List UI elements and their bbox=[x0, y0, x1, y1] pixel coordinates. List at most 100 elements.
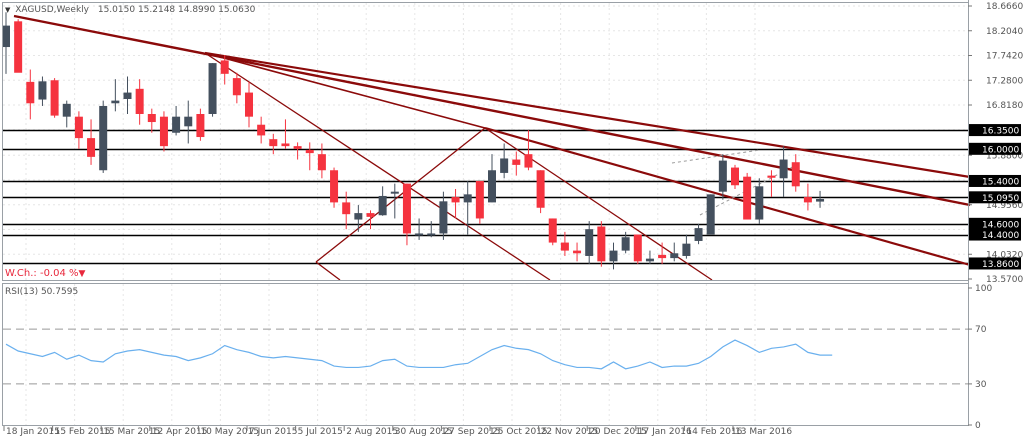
bull-candle bbox=[99, 105, 108, 171]
time-tick-label: 18 Jan 2015 bbox=[6, 427, 60, 437]
bear-candle bbox=[330, 170, 339, 203]
bear-candle bbox=[512, 159, 521, 165]
bull-candle bbox=[2, 25, 10, 48]
time-tick-label: 15 Feb 2015 bbox=[55, 427, 111, 437]
bear-candle bbox=[548, 218, 557, 243]
bull-candle bbox=[670, 253, 679, 259]
level-tag bbox=[969, 217, 1021, 230]
bull-candle bbox=[682, 243, 691, 256]
price-tick-label: 14.0320 bbox=[986, 250, 1023, 260]
price-tick-label: 16.8180 bbox=[986, 101, 1023, 111]
level-tag-label: 14.6000 bbox=[982, 220, 1019, 230]
bear-candle bbox=[767, 175, 776, 178]
bull-candle bbox=[694, 228, 703, 241]
dropdown-triangle-icon[interactable]: ▼ bbox=[5, 6, 11, 14]
time-tick-label: 12 Apr 2015 bbox=[152, 427, 208, 437]
bull-candle bbox=[488, 170, 496, 203]
bull-candle bbox=[62, 103, 71, 117]
price-tick-label: 18.2040 bbox=[986, 27, 1023, 37]
bear-candle bbox=[232, 78, 241, 96]
grid-lines bbox=[3, 3, 968, 425]
bear-candle bbox=[293, 146, 302, 149]
rsi-line bbox=[5, 339, 833, 370]
time-tick-label: 22 Nov 2015 bbox=[541, 427, 599, 437]
price-tick-label: 17.7420 bbox=[986, 52, 1023, 62]
dashed-channel-line bbox=[671, 149, 761, 164]
level-tag bbox=[969, 257, 1021, 270]
level-tag bbox=[969, 124, 1021, 137]
bear-candle bbox=[74, 116, 83, 139]
bear-candle bbox=[50, 80, 59, 116]
trendline bbox=[204, 51, 971, 179]
bear-candle bbox=[220, 60, 229, 74]
trendline bbox=[13, 14, 971, 207]
time-tick-label: 20 Dec 2015 bbox=[589, 427, 647, 437]
bull-candle bbox=[208, 63, 217, 114]
bull-candle bbox=[415, 233, 424, 236]
level-tag-label: 16.3500 bbox=[982, 127, 1019, 137]
trendline bbox=[204, 52, 486, 129]
bear-candle bbox=[147, 114, 156, 123]
bull-candle bbox=[816, 199, 825, 202]
bear-candle bbox=[573, 250, 582, 254]
bear-candle bbox=[245, 92, 253, 117]
level-tag bbox=[969, 191, 1021, 204]
price-tick-label: 14.9560 bbox=[986, 201, 1023, 211]
bear-candle bbox=[658, 254, 667, 259]
price-tick-label: 17.2800 bbox=[986, 76, 1023, 86]
level-tag bbox=[969, 142, 1021, 155]
time-tick-label: 25 Oct 2015 bbox=[492, 427, 548, 437]
bull-candle bbox=[718, 160, 727, 192]
bull-candle bbox=[38, 81, 47, 100]
bear-candle bbox=[451, 197, 460, 203]
bear-candle bbox=[14, 21, 23, 73]
rsi-tick-label: 0 bbox=[975, 421, 981, 431]
time-tick-label: 30 Aug 2015 bbox=[395, 427, 453, 437]
price-axis: 18.6660 18.2040 17.7420 17.2800 16.8180 15.88… bbox=[968, 0, 1023, 426]
time-tick-label: 15 Mar 2015 bbox=[103, 427, 160, 437]
time-tick-label: 10 May 2015 bbox=[200, 427, 259, 437]
bull-candle bbox=[463, 194, 472, 203]
bull-candle bbox=[172, 116, 181, 133]
bear-candle bbox=[281, 143, 290, 147]
bear-candle bbox=[87, 138, 96, 157]
bull-candle bbox=[500, 158, 509, 173]
bull-candle bbox=[706, 194, 715, 235]
price-tick-label: 15.8800 bbox=[986, 151, 1023, 161]
price-tick-label: 18.6660 bbox=[986, 2, 1023, 12]
symbol-label: XAGUSD,Weekly bbox=[15, 5, 89, 15]
bull-candle bbox=[427, 233, 436, 236]
bull-candle bbox=[390, 191, 399, 194]
bull-candle bbox=[439, 201, 448, 234]
bear-candle bbox=[135, 88, 144, 114]
bull-candle bbox=[621, 237, 630, 251]
level-tag-label: 14.4000 bbox=[982, 231, 1019, 241]
bull-candle bbox=[184, 116, 193, 127]
bear-candle bbox=[633, 234, 642, 262]
trendlines bbox=[13, 14, 971, 281]
level-tag bbox=[969, 174, 1021, 187]
time-tick-label: 14 Feb 2016 bbox=[686, 427, 742, 437]
bear-candle bbox=[317, 154, 326, 171]
bear-candle bbox=[26, 81, 35, 104]
price-tick-label: 13.5700 bbox=[986, 275, 1023, 285]
rsi-tick-label: 70 bbox=[975, 325, 987, 335]
bull-candle bbox=[354, 213, 363, 220]
bear-candle bbox=[269, 139, 278, 147]
time-tick-label: 7 Jun 2015 bbox=[249, 427, 297, 437]
candlesticks bbox=[2, 12, 825, 270]
bull-candle bbox=[609, 250, 618, 262]
bear-candle bbox=[524, 154, 533, 168]
bull-candle bbox=[755, 186, 764, 220]
bear-candle bbox=[743, 176, 752, 220]
bear-candle bbox=[803, 197, 812, 203]
level-tag-label: 13.8600 bbox=[982, 260, 1019, 270]
rsi-indicator: 100 70 30 0 bbox=[3, 284, 992, 431]
bear-candle bbox=[475, 180, 484, 219]
chart-header: ▼ XAGUSD,Weekly 15.0150 15.2148 14.8990 … bbox=[5, 5, 255, 15]
rsi-tick-label: 30 bbox=[975, 380, 987, 390]
bull-candle bbox=[111, 100, 120, 104]
bear-candle bbox=[536, 170, 545, 208]
